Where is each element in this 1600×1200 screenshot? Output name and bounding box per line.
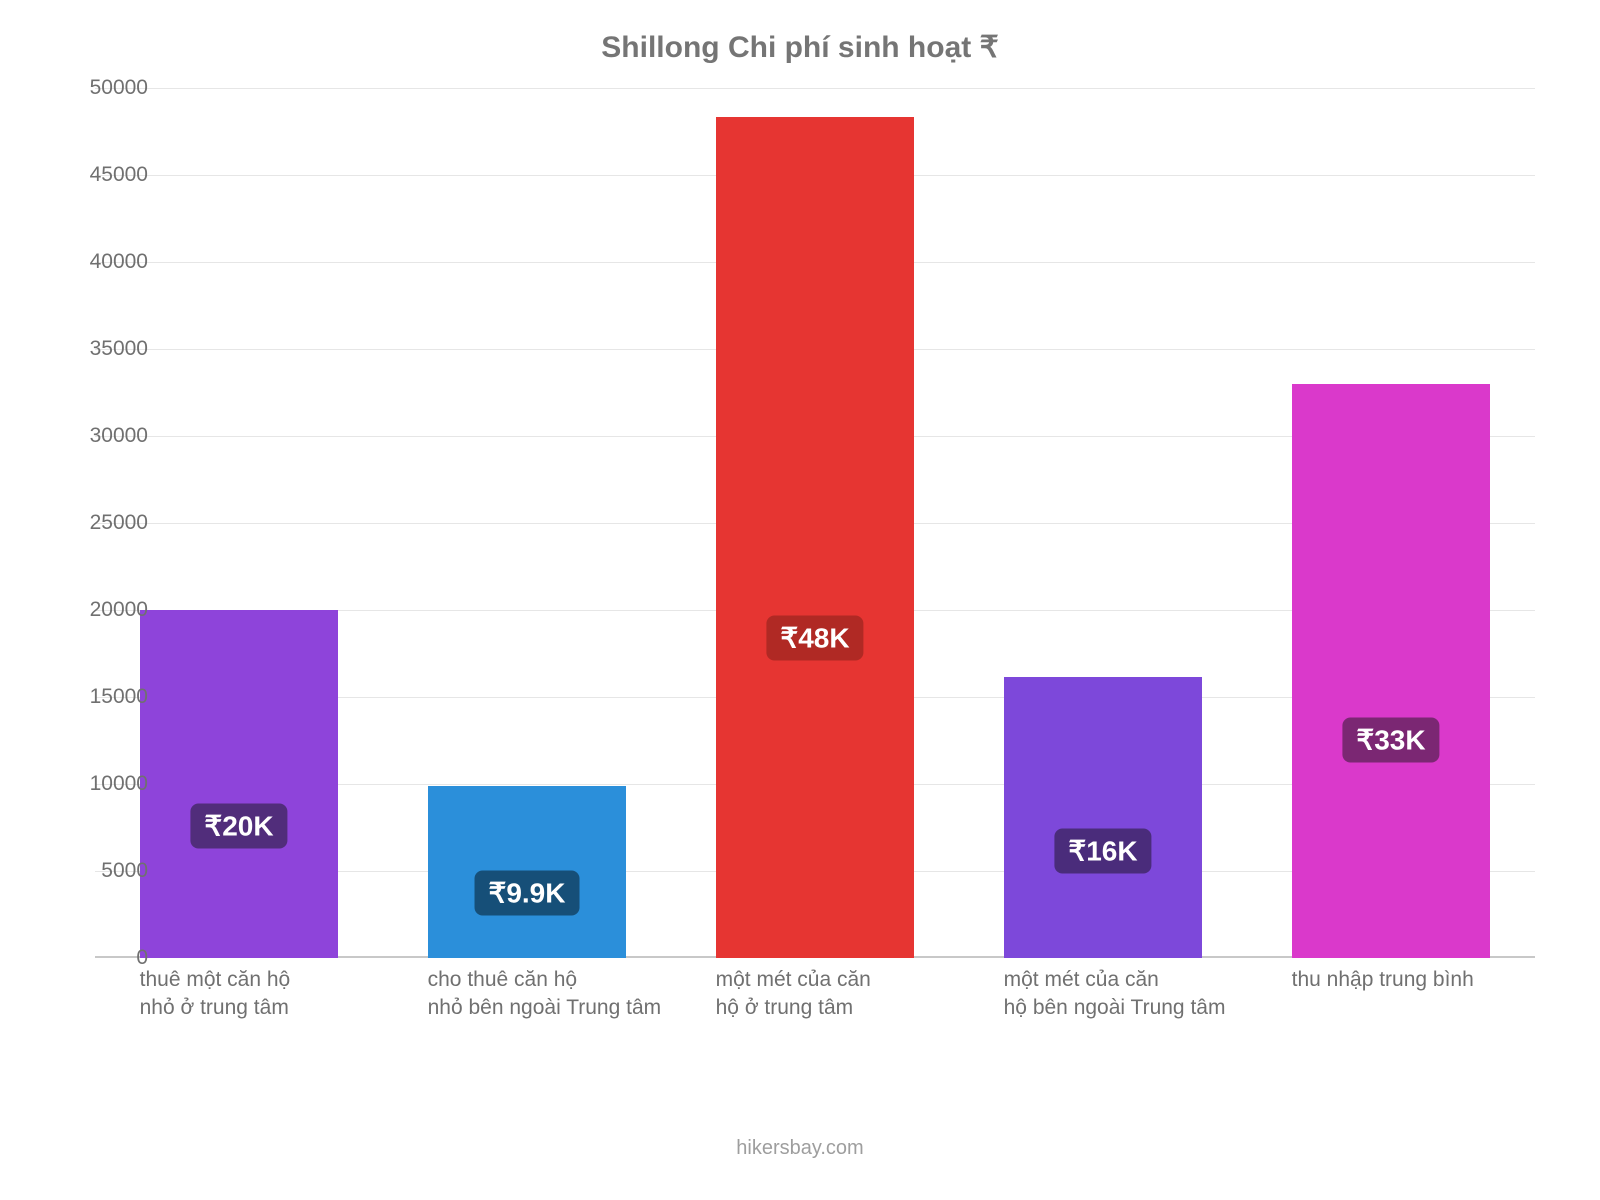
y-tick-label: 40000 [68, 250, 148, 274]
bar [716, 117, 915, 958]
y-tick-label: 25000 [68, 511, 148, 535]
chart-title: Shillong Chi phí sinh hoạt ₹ [0, 30, 1600, 65]
grid-line [95, 88, 1535, 89]
x-axis-label: cho thuê căn hộnhỏ bên ngoài Trung tâm [428, 966, 702, 1023]
x-axis-label: một mét của cănhộ bên ngoài Trung tâm [1004, 966, 1278, 1023]
value-badge: ₹20K [190, 803, 287, 848]
bar [1292, 384, 1491, 958]
x-axis-label: thuê một căn hộnhỏ ở trung tâm [140, 966, 414, 1023]
x-axis-label: thu nhập trung bình [1292, 966, 1566, 994]
y-tick-label: 50000 [68, 76, 148, 100]
y-tick-label: 30000 [68, 424, 148, 448]
value-badge: ₹9.9K [475, 870, 580, 915]
value-badge: ₹16K [1054, 829, 1151, 874]
value-badge: ₹48K [766, 616, 863, 661]
y-tick-label: 10000 [68, 772, 148, 796]
source-credit: hikersbay.com [0, 1137, 1600, 1160]
y-tick-label: 20000 [68, 598, 148, 622]
y-tick-label: 15000 [68, 685, 148, 709]
x-axis-label: một mét của cănhộ ở trung tâm [716, 966, 990, 1023]
y-tick-label: 5000 [68, 859, 148, 883]
bar [140, 610, 339, 958]
value-badge: ₹33K [1342, 717, 1439, 762]
bar [1004, 677, 1203, 958]
y-tick-label: 0 [68, 946, 148, 970]
y-tick-label: 35000 [68, 337, 148, 361]
plot-area: ₹20K ₹9.9K ₹48K ₹16K ₹33K [95, 88, 1535, 958]
y-tick-label: 45000 [68, 163, 148, 187]
